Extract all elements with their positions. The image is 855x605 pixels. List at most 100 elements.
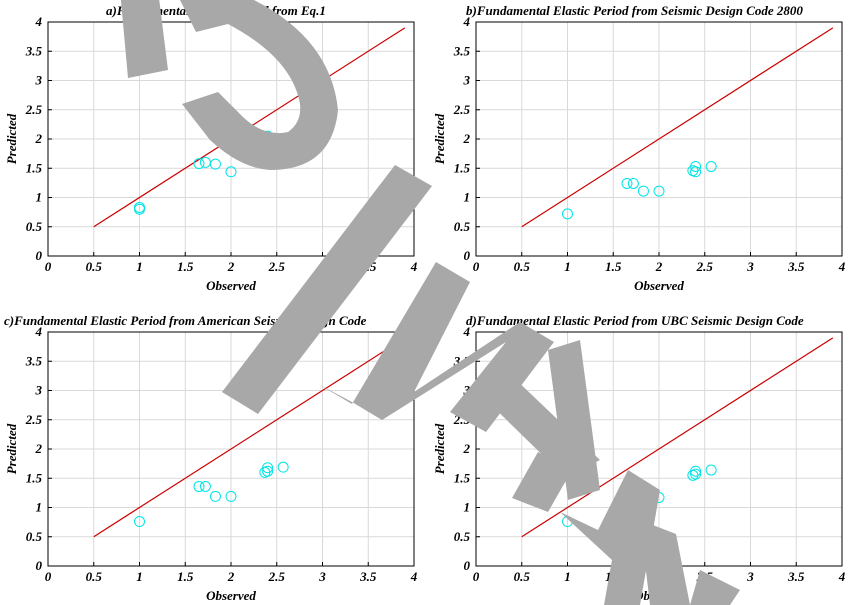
data-point	[705, 160, 717, 172]
data-point	[225, 166, 237, 178]
data-point	[653, 185, 665, 197]
watermark-stroke	[690, 570, 740, 605]
data-point	[690, 465, 702, 477]
x-axis-label: Observed	[206, 588, 256, 603]
x-tick-label: 4	[410, 569, 418, 584]
x-tick-label: 0	[473, 569, 480, 584]
x-axis-label: Observed	[206, 278, 256, 293]
x-tick-label: 0	[45, 259, 52, 274]
y-tick-label: 1	[36, 500, 43, 515]
data-point	[627, 177, 639, 189]
y-tick-label: 4	[35, 14, 43, 29]
y-tick-label: 0	[36, 248, 43, 263]
watermark	[120, 0, 740, 605]
y-tick-label: 1	[464, 190, 471, 205]
y-axis-label: Predicted	[432, 423, 447, 474]
y-tick-label: 3.5	[25, 43, 43, 58]
x-tick-label: 3.5	[359, 569, 377, 584]
x-tick-label: 0.5	[86, 569, 103, 584]
watermark-stroke	[548, 340, 600, 500]
y-tick-label: 1.5	[454, 160, 471, 175]
x-tick-label: 1.5	[177, 569, 194, 584]
x-tick-label: 3.5	[787, 259, 805, 274]
watermark-stroke	[180, 0, 338, 170]
data-point	[562, 208, 573, 220]
x-tick-label: 0.5	[514, 259, 531, 274]
data-point	[199, 156, 211, 168]
y-tick-label: 4	[463, 14, 471, 29]
y-tick-label: 0	[36, 558, 43, 573]
y-tick-label: 3	[35, 383, 43, 398]
x-tick-label: 2	[227, 259, 235, 274]
y-tick-label: 2.5	[25, 412, 43, 427]
watermark-stroke	[512, 452, 572, 512]
y-tick-label: 1.5	[26, 160, 43, 175]
x-tick-label: 2.5	[268, 569, 286, 584]
x-tick-label: 1	[136, 259, 143, 274]
y-tick-label: 4	[35, 324, 43, 339]
data-point	[134, 516, 145, 528]
data-point	[199, 480, 211, 492]
x-tick-label: 0	[45, 569, 52, 584]
y-tick-label: 1.5	[26, 470, 43, 485]
y-tick-label: 0	[464, 558, 471, 573]
y-tick-label: 2	[463, 131, 471, 146]
x-tick-label: 1.5	[177, 259, 194, 274]
y-tick-label: 0.5	[26, 529, 43, 544]
data-point	[621, 177, 633, 189]
y-tick-label: 1	[36, 190, 43, 205]
watermark-stroke	[560, 470, 660, 605]
x-tick-label: 4	[838, 259, 846, 274]
watermark-stroke	[120, 0, 168, 78]
y-tick-label: 1.5	[454, 470, 471, 485]
x-tick-label: 3	[318, 569, 326, 584]
data-point	[637, 185, 649, 197]
panel-b: 0 0.5 1 1.5 2 2.5 3 3.5 400.511.522.533.54b)Fund…	[432, 3, 846, 293]
x-tick-label: 2.5	[696, 259, 714, 274]
panel-title: d)Fundamental Elastic Period from UBC Se…	[466, 313, 804, 328]
x-tick-label: 1	[136, 569, 143, 584]
data-point	[690, 166, 702, 178]
x-tick-label: 2.5	[268, 259, 286, 274]
y-tick-label: 2	[35, 131, 43, 146]
y-tick-label: 3	[35, 73, 43, 88]
data-point	[690, 160, 702, 172]
x-tick-label: 2	[227, 569, 235, 584]
y-tick-label: 4	[463, 324, 471, 339]
y-axis-label: Predicted	[432, 113, 447, 164]
x-axis-label: Observed	[634, 278, 684, 293]
data-point	[193, 158, 205, 170]
watermark-stroke	[640, 520, 690, 605]
y-tick-label: 2	[463, 441, 471, 456]
y-tick-label: 0.5	[454, 529, 471, 544]
y-axis-label: Predicted	[4, 423, 19, 474]
y-tick-label: 0.5	[454, 219, 471, 234]
y-tick-label: 0	[464, 248, 471, 263]
x-tick-label: 3	[746, 259, 754, 274]
x-tick-label: 3	[746, 569, 754, 584]
y-tick-label: 3	[463, 383, 471, 398]
x-tick-label: 1	[564, 259, 571, 274]
identity-line	[521, 27, 834, 228]
data-point	[209, 490, 221, 502]
x-tick-label: 4	[838, 569, 846, 584]
y-tick-label: 0.5	[26, 219, 43, 234]
y-tick-label: 2.5	[25, 102, 43, 117]
x-tick-label: 0.5	[514, 569, 531, 584]
x-tick-label: 3.5	[787, 569, 805, 584]
x-tick-label: 1	[564, 569, 571, 584]
y-tick-label: 1	[464, 500, 471, 515]
data-point	[134, 201, 145, 213]
data-point	[193, 480, 205, 492]
x-tick-label: 0	[473, 259, 480, 274]
y-tick-label: 3.5	[453, 43, 471, 58]
panel-c: 0 0.5 1 1.5 2 2.5 3 3.5 400.511.522.533.54c)Fund…	[4, 313, 418, 603]
data-point	[262, 462, 274, 474]
data-point	[690, 468, 702, 480]
watermark-stroke	[222, 165, 432, 414]
y-tick-label: 2	[35, 441, 43, 456]
data-point	[225, 490, 237, 502]
data-point	[262, 465, 274, 477]
y-tick-label: 3.5	[25, 353, 43, 368]
